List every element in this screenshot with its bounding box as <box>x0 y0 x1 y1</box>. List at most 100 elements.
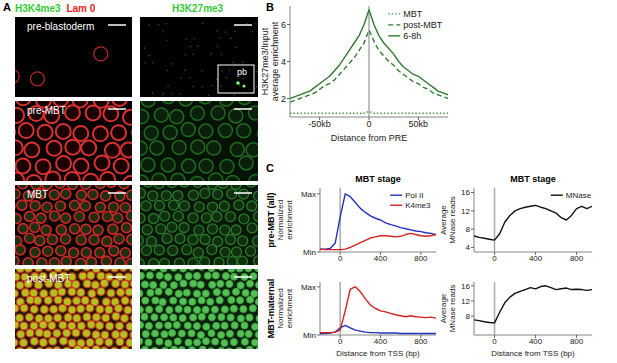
nucleus <box>72 269 80 271</box>
nucleus <box>233 62 235 64</box>
y-tick-label: 8 <box>466 312 471 321</box>
nucleus <box>250 273 257 280</box>
nucleus <box>130 331 132 339</box>
nucleus <box>26 329 34 337</box>
x-axis-label: Distance from TSS (bp) <box>336 349 420 358</box>
nucleus <box>119 185 129 189</box>
nucleus <box>175 234 185 244</box>
nucleus <box>81 297 89 305</box>
nucleus <box>194 306 201 313</box>
nucleus <box>221 306 228 313</box>
nucleus <box>202 86 204 88</box>
y-axis <box>474 188 475 252</box>
x-tick-label: 400 <box>374 254 388 263</box>
nucleus <box>87 321 95 329</box>
series-line <box>474 205 592 240</box>
nucleus <box>142 346 149 349</box>
nucleus <box>227 189 237 199</box>
nucleus <box>208 269 215 272</box>
nucleus <box>140 322 144 329</box>
nucleus <box>198 101 212 104</box>
nucleus <box>194 225 204 235</box>
nucleus <box>179 101 193 106</box>
nucleus <box>172 141 186 155</box>
nucleus <box>179 315 186 322</box>
nucleus <box>114 304 122 312</box>
nucleus <box>230 38 232 40</box>
nucleus <box>200 235 210 245</box>
image-background <box>140 269 258 349</box>
y-tick <box>317 193 320 194</box>
nucleus <box>246 185 256 187</box>
nucleus <box>87 272 95 280</box>
x-tick-label: 50kb <box>409 119 429 129</box>
nucleus <box>114 158 129 173</box>
nucleus <box>160 269 167 272</box>
x-tick-label: 0 <box>492 337 497 346</box>
nucleus <box>151 347 158 349</box>
nucleus <box>77 289 85 297</box>
nucleus <box>231 225 241 235</box>
nucleus <box>93 225 103 235</box>
nucleus <box>119 269 127 271</box>
nucleus <box>109 246 119 256</box>
nucleus <box>223 289 230 296</box>
nucleus <box>76 235 86 245</box>
nucleus <box>184 70 186 72</box>
nucleus <box>15 173 24 181</box>
series-group <box>320 287 436 334</box>
nucleus <box>142 281 149 288</box>
nucleus <box>30 72 44 86</box>
x-tick-label: -50kb <box>308 119 331 129</box>
y-axis-label: Normalized <box>276 200 285 240</box>
nucleus <box>159 258 169 265</box>
channel-label: Lam 0 <box>66 3 95 14</box>
panel-label: A <box>3 1 11 13</box>
nucleus <box>54 314 62 322</box>
nucleus <box>184 322 191 329</box>
nucleus <box>140 306 143 313</box>
nucleus <box>41 225 51 235</box>
nucleus <box>212 212 222 222</box>
nucleus <box>83 280 91 288</box>
nucleus <box>45 269 53 271</box>
nucleus <box>140 141 147 155</box>
nucleus <box>204 272 211 279</box>
legend-label: MBT <box>403 9 423 19</box>
nucleus <box>220 159 234 173</box>
nucleus <box>202 23 204 25</box>
nucleus <box>56 246 66 256</box>
nucleus <box>58 288 66 296</box>
nucleus <box>114 234 124 244</box>
nucleus <box>209 173 223 181</box>
nucleus <box>160 282 167 289</box>
nucleus <box>180 77 182 79</box>
nucleus <box>181 123 195 137</box>
nucleus <box>141 101 155 107</box>
nucleus <box>190 46 192 48</box>
nucleus <box>70 200 80 210</box>
nucleus <box>256 281 259 288</box>
nucleus <box>199 159 213 173</box>
nucleus <box>15 273 20 281</box>
nucleus <box>254 211 259 221</box>
x-tick-label: 400 <box>529 254 543 263</box>
nucleus <box>170 297 177 304</box>
nucleus <box>188 258 198 265</box>
y-tick-label: 12 <box>461 297 470 306</box>
nucleus <box>219 38 221 40</box>
nucleus <box>221 322 228 329</box>
nucleus <box>100 279 108 287</box>
nucleus <box>178 330 185 337</box>
y-tick <box>287 61 290 62</box>
nucleus <box>174 258 184 265</box>
nucleus <box>73 314 81 322</box>
nucleus <box>121 346 129 349</box>
nucleus <box>168 245 178 255</box>
nucleus <box>30 247 40 257</box>
nucleus <box>213 189 223 199</box>
nucleus <box>185 54 187 56</box>
nucleus <box>15 214 21 224</box>
nucleus <box>15 108 24 123</box>
series-line <box>474 286 592 323</box>
